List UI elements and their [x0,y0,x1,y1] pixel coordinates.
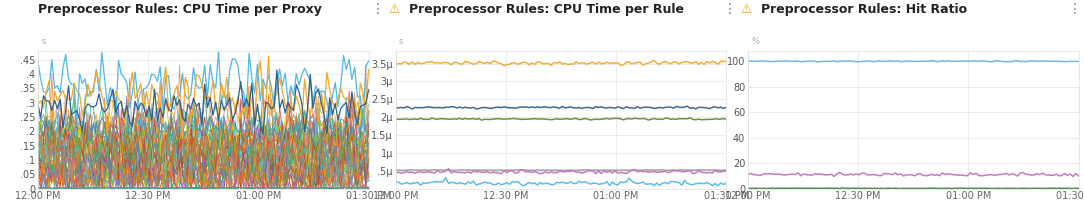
Text: %: % [751,37,759,46]
Text: ⚠: ⚠ [740,2,751,16]
Text: Preprocessor Rules: CPU Time per Proxy: Preprocessor Rules: CPU Time per Proxy [38,2,322,16]
Text: s: s [41,37,46,46]
Text: Preprocessor Rules: CPU Time per Rule: Preprocessor Rules: CPU Time per Rule [409,2,684,16]
Text: ⋮: ⋮ [723,2,737,16]
Text: ⚠: ⚠ [388,2,399,16]
Text: ⋮: ⋮ [371,2,385,16]
Text: Preprocessor Rules: Hit Ratio: Preprocessor Rules: Hit Ratio [761,2,967,16]
Text: ⋮: ⋮ [1068,2,1082,16]
Text: s: s [399,37,403,46]
